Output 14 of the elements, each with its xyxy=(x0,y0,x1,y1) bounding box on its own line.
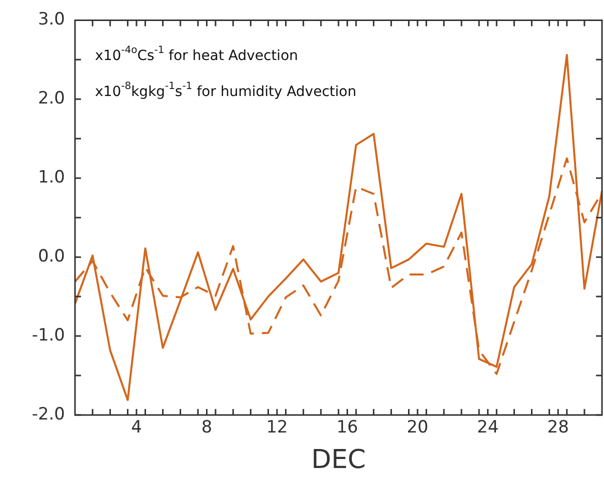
x-axis-title: DEC xyxy=(311,445,366,476)
x-tick-label: 4 xyxy=(131,418,142,438)
x-tick-label: 12 xyxy=(266,418,288,438)
x-tick-label: 28 xyxy=(547,418,569,438)
y-tick-label: -2.0 xyxy=(32,404,65,424)
x-tick-label: 20 xyxy=(406,418,428,438)
y-tick-label: 2.0 xyxy=(38,88,65,109)
x-tick-label: 16 xyxy=(336,418,358,438)
y-tick-label: 0.0 xyxy=(38,246,65,266)
x-tick-label: 24 xyxy=(476,418,499,438)
y-tick-label: -1.0 xyxy=(32,325,65,346)
y-tick-label: 1.0 xyxy=(38,168,65,188)
y-tick-label: 3.0 xyxy=(38,10,65,30)
x-tick-label: 8 xyxy=(201,418,212,438)
